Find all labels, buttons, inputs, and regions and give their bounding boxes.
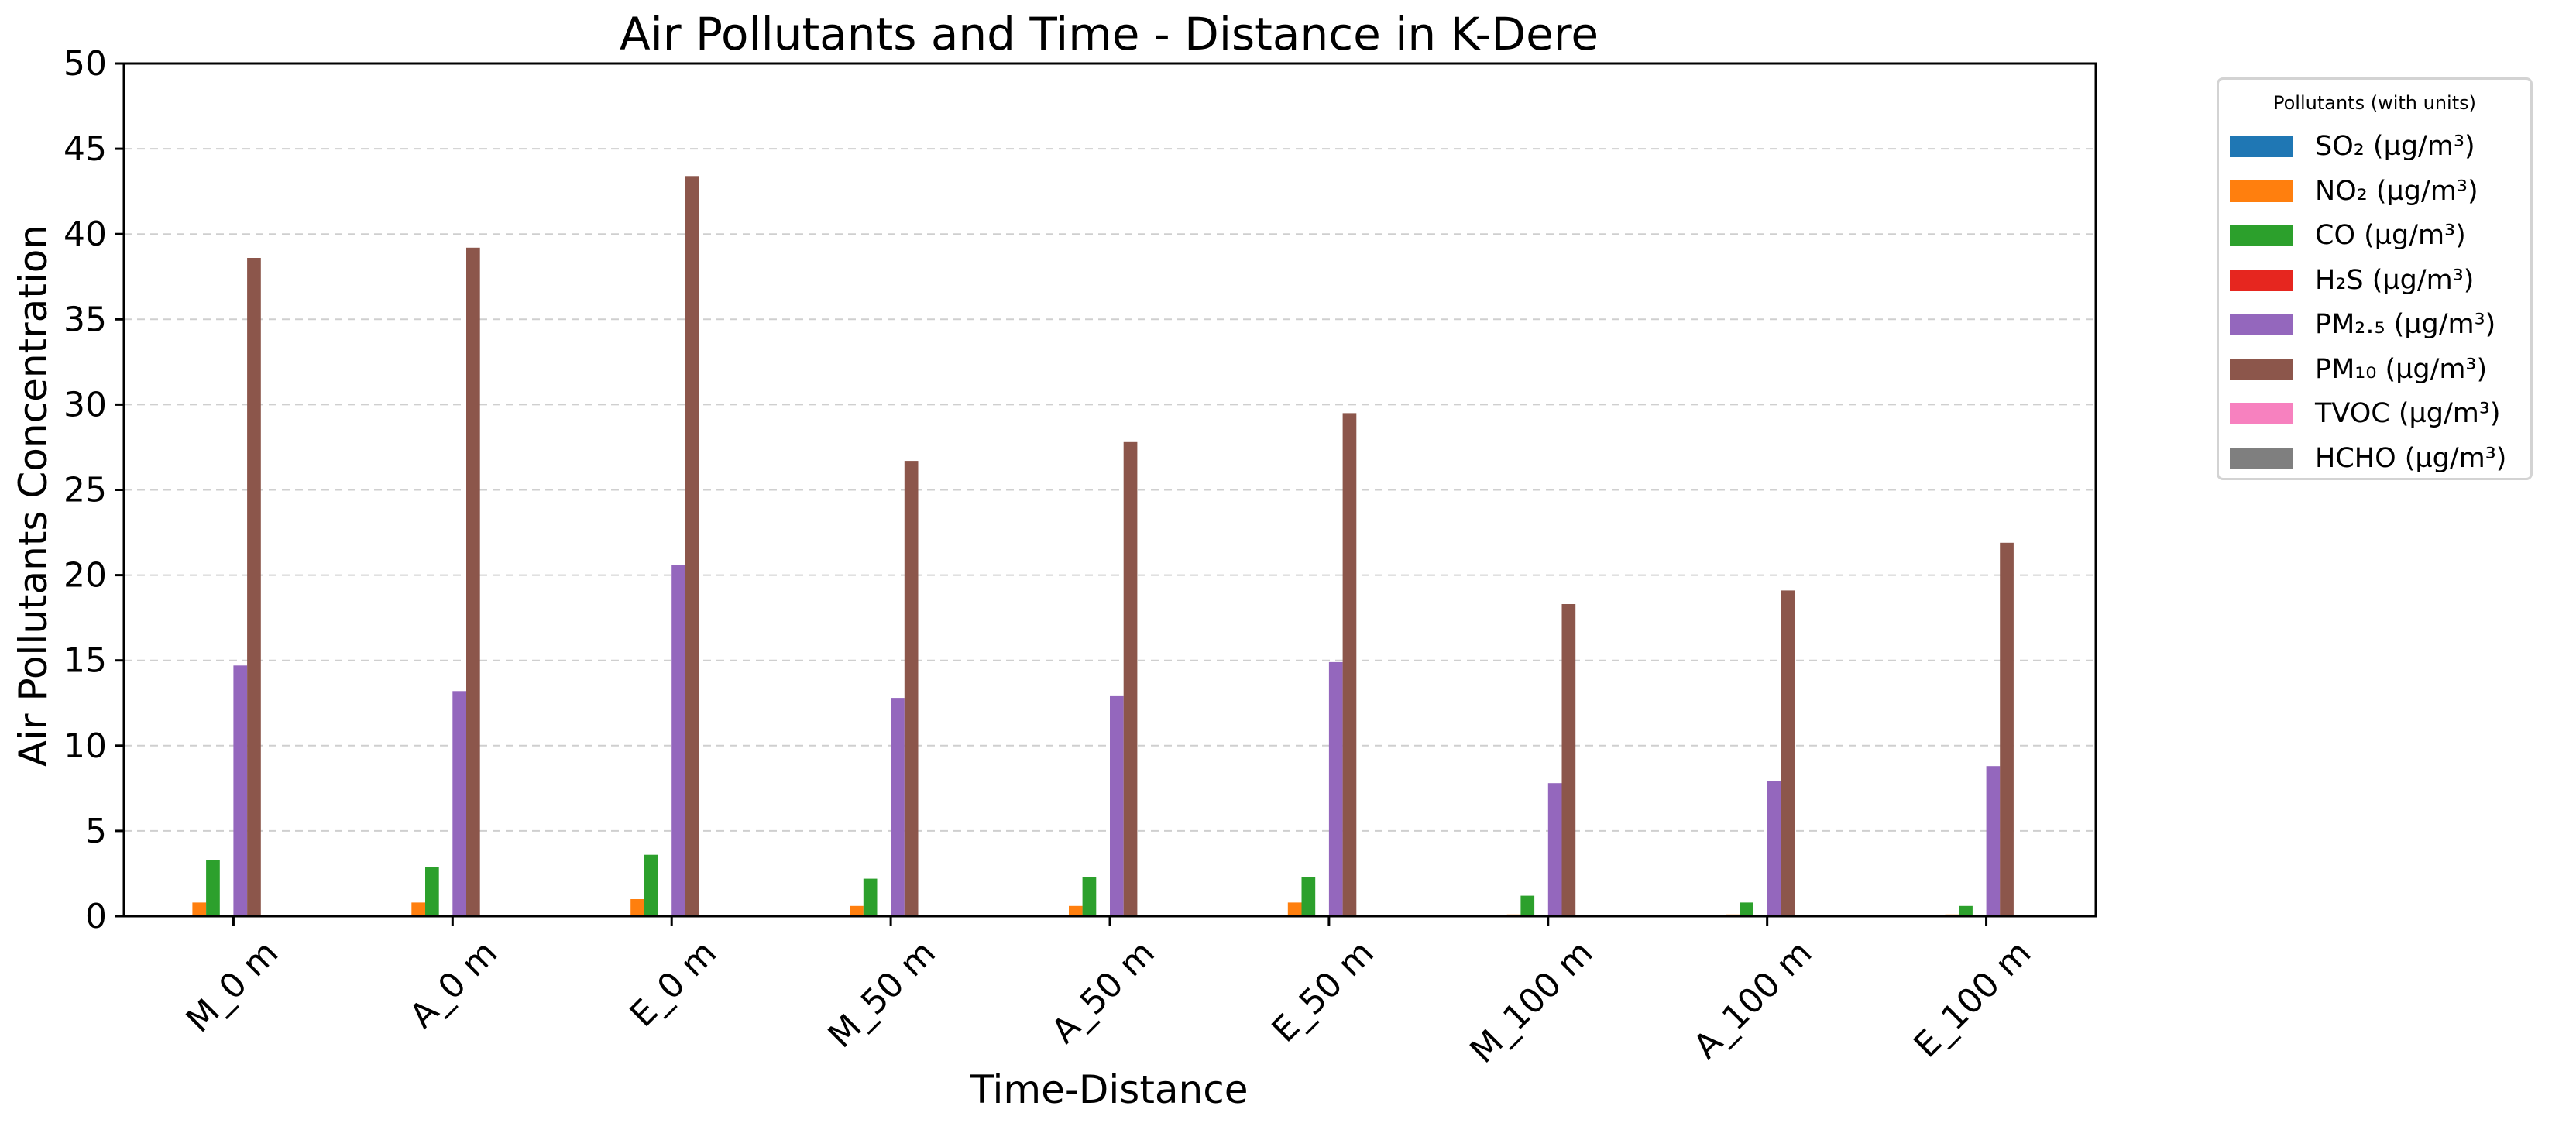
x-tick-label: E_50 m [1265, 933, 1382, 1050]
bar [863, 878, 878, 916]
bar [1328, 661, 1343, 916]
y-tick-label: 5 [85, 812, 107, 851]
y-tick-label: 35 [64, 300, 107, 339]
chart-title: Air Pollutants and Time - Distance in K-… [620, 8, 1599, 60]
legend-title: Pollutants (with units) [2273, 92, 2476, 114]
bar [630, 899, 644, 916]
legend-swatch [2230, 136, 2293, 157]
legend-label: CO (µg/m³) [2315, 220, 2466, 251]
legend-swatch [2230, 269, 2293, 291]
bar [411, 902, 425, 916]
x-tick-label: E_0 m [623, 933, 724, 1035]
x-axis-ticks: M_0 m A_0 m E_0 m M_50 m A_50 m E_50 m M_100 m… [179, 916, 2038, 1071]
bar [1287, 902, 1302, 916]
legend-item: NO₂ (µg/m³) [2230, 171, 2532, 211]
legend-swatch [2230, 447, 2293, 469]
bar [2000, 542, 2014, 916]
y-axis-ticks: 0 5 10 15 20 25 30 35 40 45 50 [64, 44, 124, 936]
bar [1123, 441, 1138, 916]
bar [904, 461, 919, 916]
legend-swatch [2230, 180, 2293, 202]
x-tick-label: M_0 m [179, 933, 286, 1040]
legend: Pollutants (with units) SO₂ (µg/m³) NO₂ (… [2217, 77, 2533, 480]
y-axis-title: Air Pollutants Concentration [11, 225, 56, 767]
bar [1069, 905, 1083, 916]
bar [206, 860, 220, 916]
legend-swatch [2230, 314, 2293, 335]
x-axis-title: Time-Distance [969, 1067, 1248, 1112]
bar [1110, 695, 1124, 916]
bar [644, 854, 658, 916]
legend-swatch [2230, 403, 2293, 424]
y-tick-label: 20 [64, 556, 107, 596]
y-tick-label: 0 [85, 897, 107, 936]
x-tick-label: A_0 m [402, 933, 505, 1036]
y-tick-label: 40 [64, 215, 107, 254]
bar [1547, 783, 1562, 916]
bar [1986, 766, 2001, 916]
legend-item: HCHO (µg/m³) [2230, 438, 2532, 479]
bar [247, 258, 261, 916]
bar [1781, 590, 1795, 916]
legend-item: PM₁₀ (µg/m³) [2230, 349, 2532, 390]
bar [1959, 905, 1973, 916]
legend-item: SO₂ (µg/m³) [2230, 126, 2532, 167]
legend-item: CO (µg/m³) [2230, 215, 2532, 256]
legend-label: H₂S (µg/m³) [2315, 264, 2475, 296]
x-tick-label: E_100 m [1906, 933, 2038, 1066]
bar [1740, 902, 1753, 916]
bar [1082, 877, 1097, 916]
bar [1520, 895, 1535, 916]
legend-label: NO₂ (µg/m³) [2315, 175, 2478, 207]
legend-label: HCHO (µg/m³) [2315, 442, 2507, 474]
x-tick-label: M_50 m [821, 933, 943, 1056]
y-tick-label: 10 [64, 726, 107, 766]
legend-item: PM₂.₅ (µg/m³) [2230, 304, 2532, 345]
legend-label: PM₁₀ (µg/m³) [2315, 353, 2488, 385]
bar [1561, 604, 1576, 916]
y-tick-label: 45 [64, 129, 107, 169]
bar [850, 905, 864, 916]
y-tick-label: 50 [64, 44, 107, 84]
legend-item: TVOC (µg/m³) [2230, 393, 2532, 434]
bar [425, 867, 439, 916]
legend-swatch [2230, 225, 2293, 246]
legend-label: PM₂.₅ (µg/m³) [2315, 309, 2496, 340]
bar [192, 902, 207, 916]
x-tick-label: A_50 m [1044, 933, 1163, 1052]
bar [671, 565, 685, 916]
bar [685, 176, 699, 917]
y-tick-label: 15 [64, 641, 107, 681]
legend-label: TVOC (µg/m³) [2315, 398, 2501, 429]
bar [233, 665, 248, 916]
bar [1301, 877, 1316, 916]
bar [1342, 413, 1357, 916]
bar [891, 698, 905, 916]
bar [466, 247, 480, 916]
legend-item: H₂S (µg/m³) [2230, 260, 2532, 300]
legend-swatch [2230, 358, 2293, 380]
bars [192, 176, 2014, 917]
bar [452, 691, 466, 916]
legend-label: SO₂ (µg/m³) [2315, 131, 2475, 162]
bar [1767, 781, 1781, 916]
y-tick-label: 25 [64, 471, 107, 510]
x-tick-label: A_100 m [1686, 933, 1819, 1066]
y-tick-label: 30 [64, 385, 107, 424]
x-tick-label: M_100 m [1463, 933, 1601, 1071]
